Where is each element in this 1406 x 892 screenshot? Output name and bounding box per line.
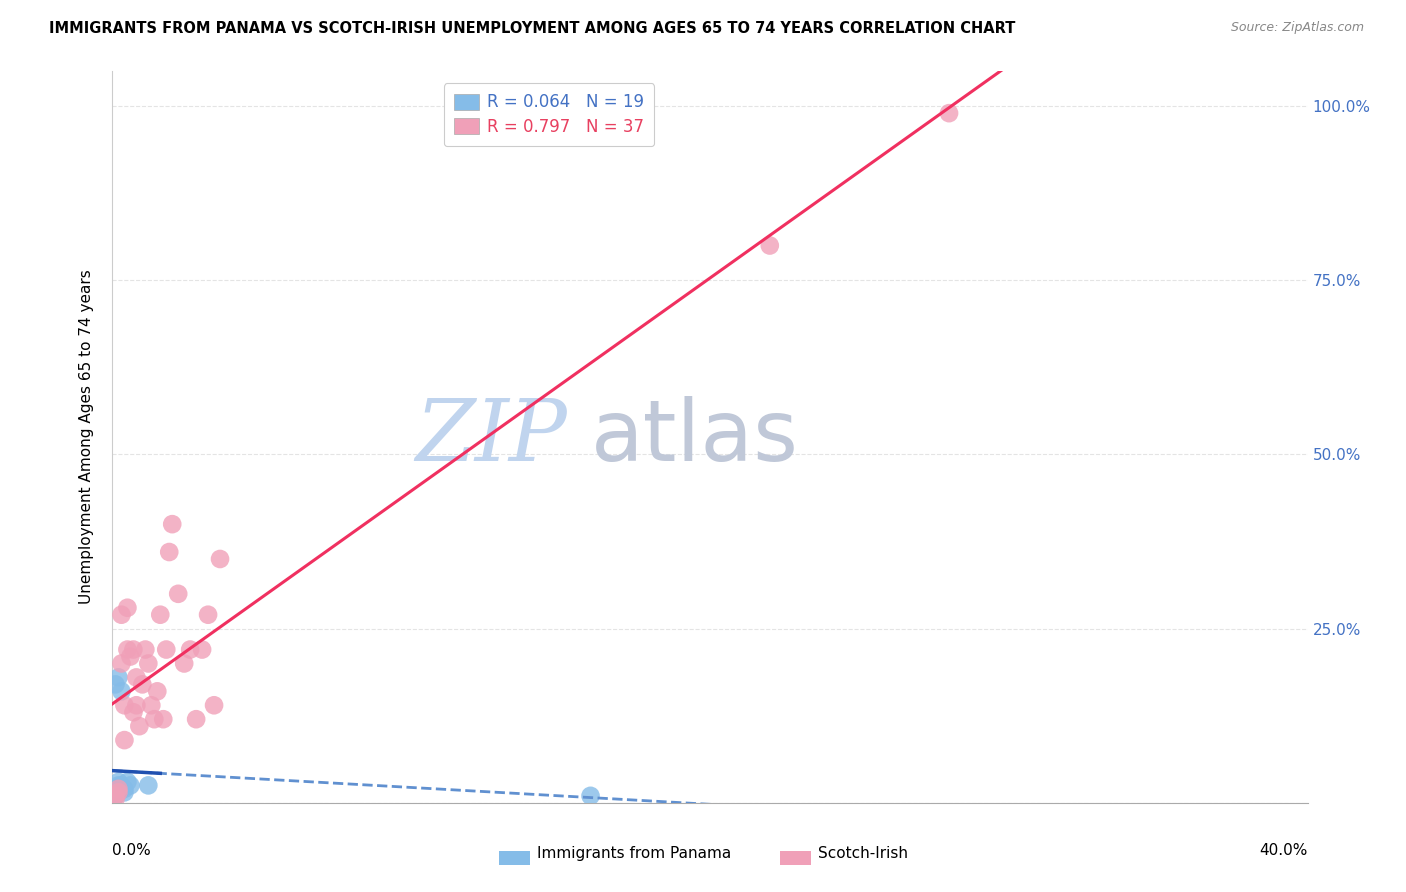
Point	[110, 684, 132, 698]
Point	[110, 657, 132, 671]
Point	[104, 789, 127, 803]
Point	[152, 712, 174, 726]
Point	[104, 792, 127, 806]
Point	[125, 698, 148, 713]
Point	[173, 657, 195, 671]
Point	[114, 733, 135, 747]
Y-axis label: Unemployment Among Ages 65 to 74 years: Unemployment Among Ages 65 to 74 years	[79, 269, 94, 605]
Point	[107, 781, 129, 796]
Point	[209, 552, 232, 566]
Point	[138, 778, 160, 792]
Point	[110, 778, 132, 792]
Point	[149, 607, 172, 622]
Point	[202, 698, 225, 713]
Point	[107, 781, 129, 796]
Text: atlas: atlas	[591, 395, 799, 479]
Legend: R = 0.064   N = 19, R = 0.797   N = 37: R = 0.064 N = 19, R = 0.797 N = 37	[443, 83, 654, 146]
Point	[114, 781, 135, 796]
Point	[146, 684, 169, 698]
Point	[141, 698, 163, 713]
Point	[104, 789, 127, 803]
Point	[117, 600, 139, 615]
Point	[167, 587, 190, 601]
Point	[120, 778, 142, 792]
Point	[759, 238, 782, 252]
Point	[104, 785, 127, 799]
Point	[125, 670, 148, 684]
Point	[179, 642, 201, 657]
Point	[128, 719, 150, 733]
Point	[107, 775, 129, 789]
Point	[104, 789, 127, 803]
Point	[131, 677, 153, 691]
Text: Immigrants from Panama: Immigrants from Panama	[537, 846, 731, 861]
Point	[155, 642, 177, 657]
Text: ZIP: ZIP	[415, 396, 567, 478]
Point	[138, 657, 160, 671]
Point	[114, 785, 135, 799]
Point	[107, 785, 129, 799]
Point	[938, 106, 960, 120]
Point	[117, 775, 139, 789]
Point	[110, 607, 132, 622]
Text: 0.0%: 0.0%	[112, 843, 152, 858]
Point	[120, 649, 142, 664]
Point	[197, 607, 219, 622]
Point	[104, 677, 127, 691]
Point	[110, 781, 132, 796]
Point	[134, 642, 156, 657]
Point	[157, 545, 180, 559]
Point	[122, 642, 145, 657]
Point	[186, 712, 208, 726]
Point	[122, 705, 145, 719]
Point	[162, 517, 183, 532]
Point	[107, 670, 129, 684]
Point	[579, 789, 602, 803]
Text: 40.0%: 40.0%	[1260, 843, 1308, 858]
Point	[117, 642, 139, 657]
Text: Source: ZipAtlas.com: Source: ZipAtlas.com	[1230, 21, 1364, 35]
Point	[191, 642, 214, 657]
Point	[143, 712, 166, 726]
Text: IMMIGRANTS FROM PANAMA VS SCOTCH-IRISH UNEMPLOYMENT AMONG AGES 65 TO 74 YEARS CO: IMMIGRANTS FROM PANAMA VS SCOTCH-IRISH U…	[49, 21, 1015, 37]
Point	[107, 778, 129, 792]
Text: Scotch-Irish: Scotch-Irish	[818, 846, 908, 861]
Point	[114, 698, 135, 713]
Point	[110, 781, 132, 796]
Point	[107, 785, 129, 799]
